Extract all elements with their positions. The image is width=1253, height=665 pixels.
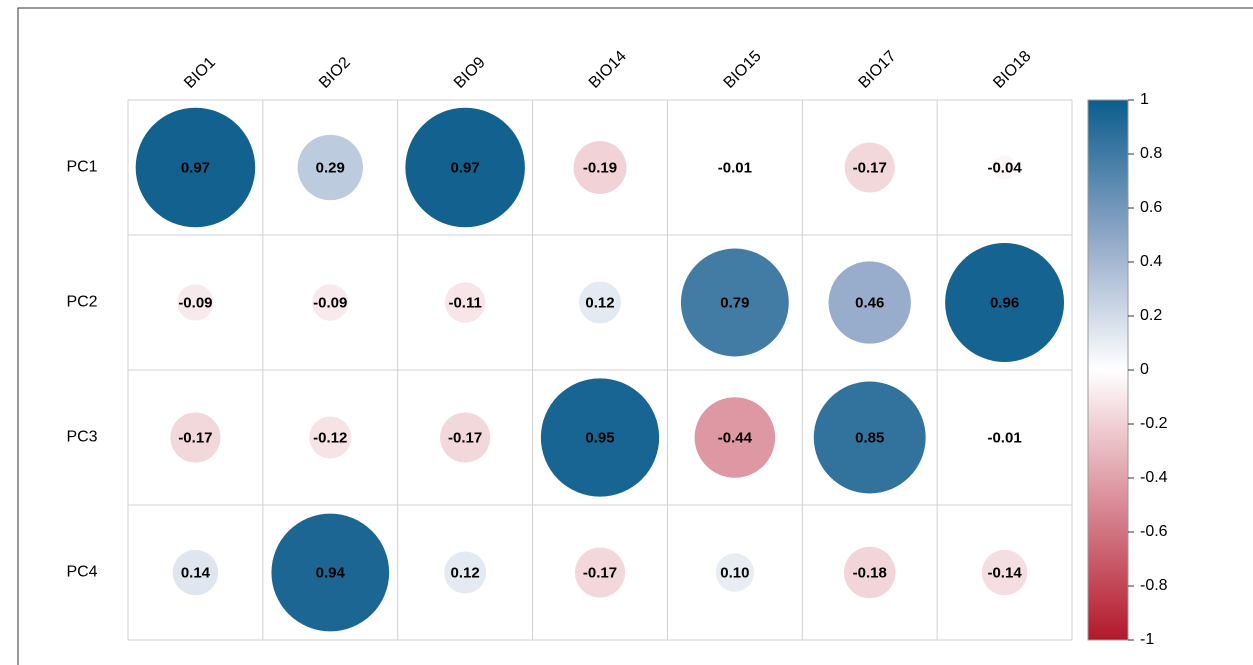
value-label: -0.01 [987, 429, 1021, 446]
corr-circle [573, 141, 627, 194]
value-label: -0.17 [178, 429, 212, 446]
column-label: BIO2 [316, 54, 354, 92]
column-label: BIO9 [451, 54, 489, 92]
value-label: -0.12 [313, 429, 347, 446]
corr-circle [405, 107, 525, 228]
colorbar-tick-label: -0.4 [1140, 469, 1168, 486]
value-label: -0.14 [987, 564, 1022, 581]
colorbar-tick-label: 0.6 [1140, 199, 1162, 216]
corr-circle [135, 107, 256, 228]
value-label: 0.85 [855, 429, 884, 446]
corr-circle [271, 513, 390, 632]
corr-circle [172, 549, 219, 596]
corr-circle [981, 549, 1028, 596]
row-label: PC4 [66, 564, 97, 581]
value-label: 0.94 [316, 564, 346, 581]
corr-circle [844, 142, 895, 193]
corr-circle [728, 161, 741, 174]
value-label: -0.18 [853, 564, 887, 581]
corr-circle [945, 243, 1065, 362]
value-label: -0.17 [583, 564, 617, 581]
value-label: 0.29 [316, 159, 345, 176]
corr-circle [992, 155, 1017, 180]
value-label: 0.10 [720, 564, 749, 581]
corr-circle [309, 416, 352, 459]
colorbar-tick-label: 0.2 [1140, 307, 1162, 324]
corr-circle [813, 381, 926, 494]
colorbar [1087, 99, 1129, 641]
colorbar-tick-label: -0.2 [1140, 415, 1168, 432]
corr-circle [998, 431, 1011, 444]
value-label: -0.44 [718, 429, 753, 446]
value-label: 0.12 [451, 564, 480, 581]
corr-circle [444, 551, 487, 594]
colorbar-tick-label: 0.4 [1140, 253, 1162, 270]
value-label: 0.95 [585, 429, 614, 446]
corr-circle [828, 261, 911, 344]
value-label: 0.79 [720, 294, 749, 311]
corr-circle [177, 284, 214, 321]
colorbar-tick-label: -0.8 [1140, 577, 1168, 594]
value-label: 0.96 [990, 294, 1019, 311]
value-label: -0.11 [448, 294, 481, 311]
colorbar-tick-label: 1 [1140, 91, 1149, 108]
column-label: BIO15 [721, 48, 765, 92]
corr-circle [574, 547, 626, 598]
colorbar-tick-label: 0.8 [1140, 145, 1162, 162]
corr-circle [445, 282, 486, 323]
colorbar-tick-label: -1 [1140, 631, 1154, 648]
value-label: -0.19 [583, 159, 617, 176]
column-label: BIO18 [990, 48, 1034, 92]
corr-circle [170, 412, 221, 463]
corr-circle [694, 397, 776, 478]
value-label: -0.17 [853, 159, 887, 176]
colorbar-tick-label: 0 [1140, 361, 1149, 378]
value-label: 0.97 [451, 159, 480, 176]
column-label: BIO14 [586, 48, 630, 92]
value-label: -0.04 [987, 159, 1022, 176]
frame [17, 7, 1253, 665]
column-label: BIO17 [856, 48, 900, 92]
corr-circle [843, 546, 896, 599]
value-label: -0.01 [718, 159, 752, 176]
corr-circle [540, 378, 660, 497]
colorbar-tick-label: -0.6 [1140, 523, 1168, 540]
value-label: 0.46 [855, 294, 884, 311]
corr-circle [297, 134, 363, 201]
value-label: -0.09 [313, 294, 347, 311]
corr-circle [715, 553, 755, 592]
row-label: PC1 [66, 159, 97, 176]
value-label: -0.09 [178, 294, 212, 311]
value-label: 0.97 [181, 159, 210, 176]
row-label: PC2 [66, 294, 97, 311]
value-label: 0.14 [181, 564, 211, 581]
corr-circle [578, 281, 622, 324]
row-label: PC3 [66, 429, 97, 446]
corr-circle [312, 284, 349, 321]
column-label: BIO1 [181, 54, 219, 92]
value-label: -0.17 [448, 429, 482, 446]
corr-circle [680, 248, 789, 357]
corr-circle [440, 412, 491, 463]
value-label: 0.12 [585, 294, 614, 311]
